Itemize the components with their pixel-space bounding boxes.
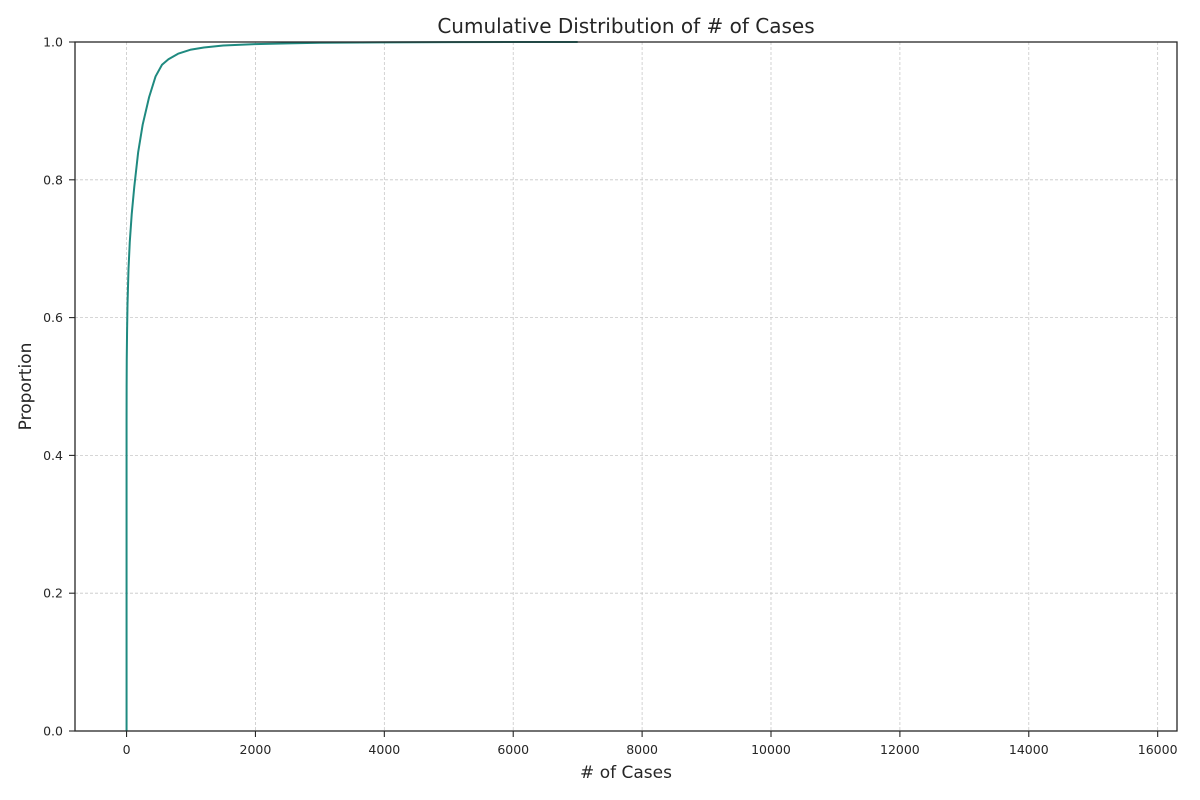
x-tick-label: 8000 [626, 742, 658, 757]
y-tick-label: 0.0 [43, 724, 63, 739]
chart-title: Cumulative Distribution of # of Cases [437, 14, 814, 38]
grid-lines [75, 41, 1177, 732]
plot-frame [74, 41, 1178, 732]
y-axis-label: Proportion [16, 343, 36, 431]
tick-layer: 0 2000 4000 6000 8000 10000 12000 14000 16000 0.0… [43, 35, 1177, 758]
x-tick-label: 0 [123, 742, 131, 757]
cdf-line [125, 41, 578, 731]
y-tick-label: 0.4 [43, 448, 63, 463]
x-tick-label: 12000 [880, 742, 920, 757]
y-tick-label: 0.6 [43, 310, 63, 325]
x-tick-label: 2000 [240, 742, 272, 757]
x-tick-label: 14000 [1009, 742, 1049, 757]
y-tick-label: 0.8 [43, 172, 63, 187]
x-tick-label: 4000 [368, 742, 400, 757]
series-layer [125, 41, 578, 731]
y-tick-label: 1.0 [43, 35, 63, 50]
x-axis-label: # of Cases [580, 763, 672, 783]
x-tick-label: 16000 [1138, 742, 1178, 757]
y-tick-label: 0.2 [43, 586, 63, 601]
x-tick-label: 6000 [497, 742, 529, 757]
x-tick-label: 10000 [751, 742, 791, 757]
